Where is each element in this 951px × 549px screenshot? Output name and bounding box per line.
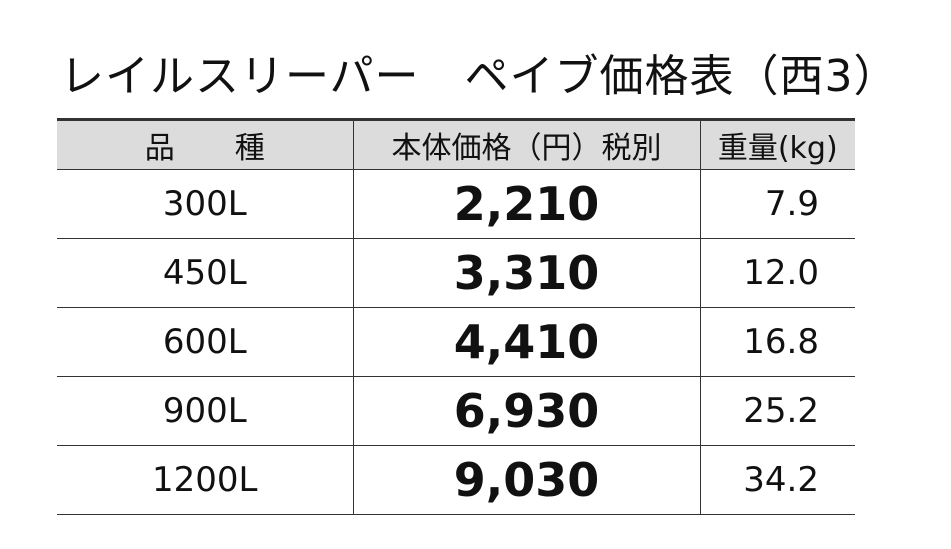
- title: レイルスリーパー ペイブ価格表（西3）: [60, 51, 899, 102]
- price-table: 品 種本体価格（円）税別 重量(kg) 300L 2,210 7.9 450L 3,310…: [57, 118, 855, 515]
- cell: 16.8: [699, 307, 855, 377]
- cell: 12.0: [699, 238, 855, 308]
- header-cell: 品 種: [57, 118, 353, 170]
- table-row: 1200L 9,030 34.2: [57, 445, 855, 515]
- header-cell: 重量(kg): [699, 118, 855, 170]
- table-row: 600L 4,410 16.8: [57, 307, 855, 377]
- cell: 4,410: [352, 307, 700, 377]
- cell: 6,930: [352, 376, 700, 446]
- cell: 600L: [57, 307, 353, 377]
- table-row: 450L 3,310 12.0: [57, 238, 855, 308]
- cell: 900L: [57, 376, 353, 446]
- cell: 34.2: [699, 445, 855, 515]
- cell: 25.2: [699, 376, 855, 446]
- cell: 1200L: [57, 445, 353, 515]
- table-row: 300L 2,210 7.9: [57, 169, 855, 239]
- table-body: 300L 2,210 7.9 450L 3,310 12.0 600L 4,410 16.8 90…: [57, 169, 855, 515]
- cell: 7.9: [699, 169, 855, 239]
- cell: 450L: [57, 238, 353, 308]
- header-cell: 本体価格（円）税別: [352, 118, 700, 170]
- header-row: 品 種本体価格（円）税別 重量(kg): [57, 118, 855, 170]
- cell: 2,210: [352, 169, 700, 239]
- table-row: 900L 6,930 25.2: [57, 376, 855, 446]
- cell: 300L: [57, 169, 353, 239]
- cell: 3,310: [352, 238, 700, 308]
- cell: 9,030: [352, 445, 700, 515]
